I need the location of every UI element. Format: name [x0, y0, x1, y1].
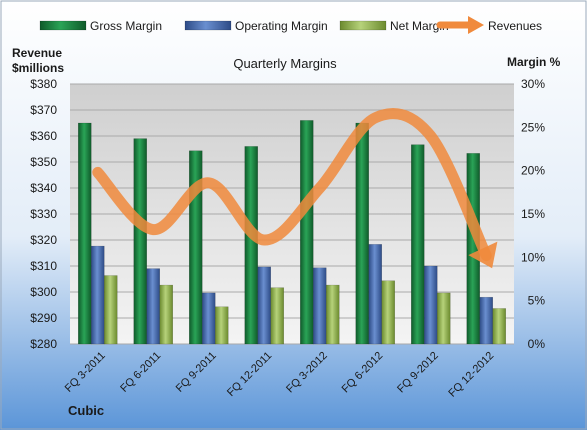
net-margin-bar	[326, 284, 340, 345]
left-tick-label: $340	[30, 181, 57, 195]
operating-margin-bar	[146, 268, 160, 345]
legend-swatch	[39, 20, 87, 31]
legend-swatch	[184, 20, 232, 31]
right-tick-label: 0%	[528, 337, 546, 351]
left-tick-label: $380	[30, 77, 57, 91]
left-axis-label-line1: Revenue	[12, 46, 62, 60]
operating-margin-bar	[479, 296, 493, 345]
left-tick-label: $320	[30, 233, 57, 247]
legend-label: Gross Margin	[90, 19, 162, 33]
chart-title: Quarterly Margins	[233, 56, 337, 71]
legend-item: Gross Margin	[39, 19, 162, 33]
right-tick-label: 25%	[521, 120, 545, 134]
revenue-curve	[92, 108, 492, 262]
left-tick-label: $360	[30, 129, 57, 143]
net-margin-bar	[104, 275, 118, 345]
right-tick-label: 20%	[521, 164, 545, 178]
legend-item: Operating Margin	[184, 19, 328, 33]
gross-margin-bar	[244, 146, 258, 345]
bars	[78, 120, 506, 345]
left-tick-label: $280	[30, 337, 57, 351]
operating-margin-bar	[313, 267, 327, 345]
operating-margin-bar	[91, 245, 105, 345]
right-tick-label: 5%	[528, 294, 546, 308]
net-margin-bar	[492, 308, 506, 345]
right-axis-ticks: 0% 5% 10% 15% 20% 25% 30%	[521, 77, 545, 351]
revenue-arrowhead	[468, 241, 498, 269]
operating-margin-bar	[368, 244, 382, 345]
left-tick-label: $370	[30, 103, 57, 117]
net-margin-bar	[381, 280, 395, 345]
gross-margin-bar	[411, 144, 425, 345]
right-axis-label: Margin %	[507, 55, 561, 69]
operating-margin-bar	[424, 265, 438, 345]
right-tick-label: 30%	[521, 77, 545, 91]
gross-margin-bar	[133, 138, 147, 345]
legend-item: Revenues	[436, 16, 542, 34]
left-tick-label: $330	[30, 207, 57, 221]
operating-margin-bar	[202, 292, 216, 345]
gross-margin-bar	[300, 120, 314, 345]
gross-margin-bar	[355, 122, 369, 345]
net-margin-bar	[159, 284, 173, 345]
net-margin-bar	[270, 287, 284, 345]
net-margin-bar	[437, 292, 451, 345]
legend-item: Net Margin	[339, 19, 449, 33]
legend-label: Net Margin	[390, 19, 449, 33]
legend-swatch	[339, 20, 387, 31]
right-tick-label: 10%	[521, 250, 545, 264]
legend-arrowhead	[468, 16, 484, 34]
left-tick-label: $290	[30, 311, 57, 325]
gross-margin-bar	[78, 122, 92, 345]
left-tick-label: $350	[30, 155, 57, 169]
footer-label: Cubic	[68, 403, 104, 418]
revenue-line	[92, 108, 498, 269]
legend: Gross Margin Operating Margin Net Margin Re…	[39, 16, 542, 34]
left-axis-label-line2: $millions	[12, 61, 64, 75]
right-tick-label: 15%	[521, 207, 545, 221]
net-margin-bar	[215, 306, 229, 345]
operating-margin-bar	[257, 266, 271, 345]
left-tick-label: $310	[30, 259, 57, 273]
left-tick-label: $300	[30, 285, 57, 299]
left-axis-ticks: $280 $290 $300 $310 $320 $330 $340 $350 $360 $370…	[30, 77, 57, 351]
legend-label: Revenues	[488, 19, 542, 33]
legend-label: Operating Margin	[235, 19, 328, 33]
